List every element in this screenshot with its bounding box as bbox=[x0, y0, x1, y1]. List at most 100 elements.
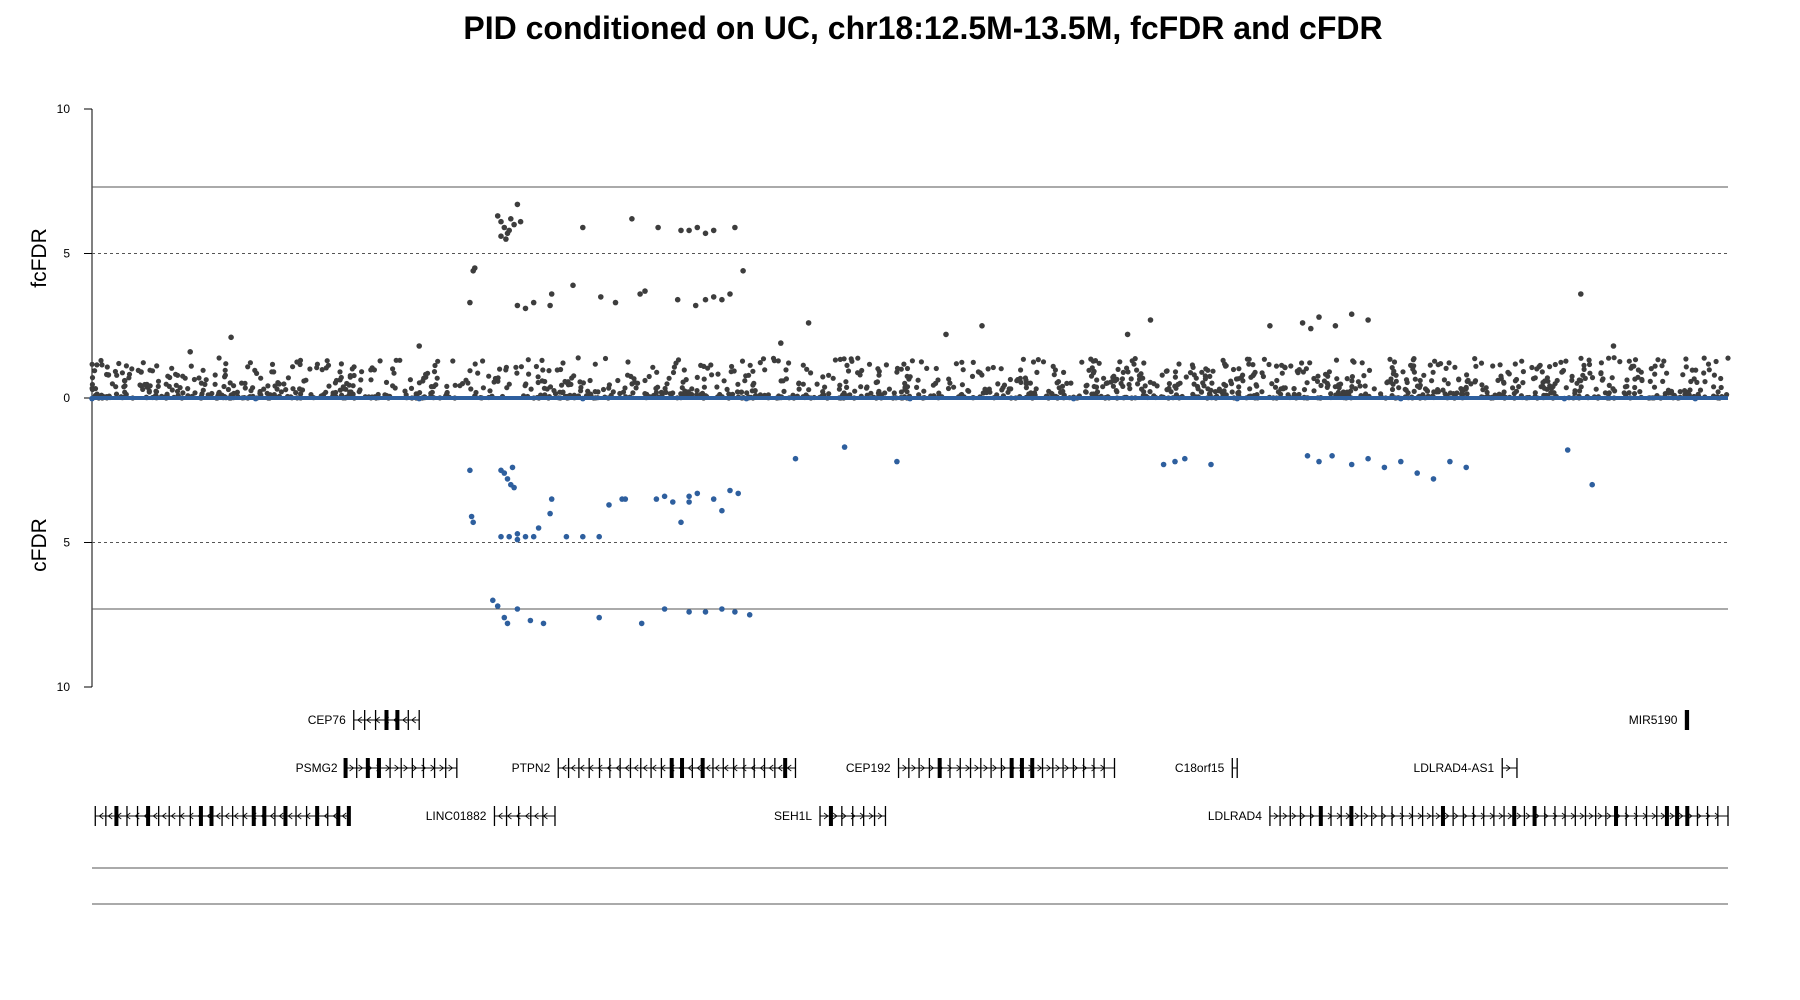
fcfdr-point bbox=[1621, 390, 1627, 396]
fcfdr-point bbox=[1124, 331, 1131, 338]
fcfdr-point bbox=[1101, 375, 1107, 381]
exon bbox=[567, 758, 570, 778]
fcfdr-point bbox=[924, 365, 930, 371]
fcfdr-point bbox=[1247, 386, 1253, 392]
cfdr-point bbox=[1463, 464, 1469, 471]
fcfdr-point bbox=[535, 379, 541, 386]
exon bbox=[400, 758, 402, 778]
fcfdr-point bbox=[297, 357, 304, 363]
fcfdr-point bbox=[1126, 381, 1132, 388]
fcfdr-point bbox=[344, 380, 350, 387]
fcfdr-point bbox=[407, 377, 413, 383]
strand-arrow bbox=[1669, 812, 1675, 820]
fcfdr-point bbox=[154, 363, 160, 369]
fcfdr-point bbox=[1015, 377, 1021, 383]
cfdr-point bbox=[470, 519, 477, 526]
exon bbox=[980, 758, 982, 778]
exon bbox=[1309, 806, 1312, 826]
fcfdr-point bbox=[1563, 385, 1569, 391]
cfdr-point bbox=[535, 525, 542, 531]
y-tick-label: 0 bbox=[63, 391, 70, 405]
strand-arrow bbox=[1327, 812, 1333, 820]
fcfdr-point bbox=[290, 386, 296, 392]
fcfdr-point bbox=[1279, 370, 1285, 376]
strand-arrow bbox=[929, 764, 935, 772]
fcfdr-point bbox=[1682, 388, 1688, 394]
fcfdr-point bbox=[1537, 362, 1543, 368]
gene: CEP192 bbox=[846, 758, 1116, 778]
fcfdr-point bbox=[629, 381, 635, 387]
exon bbox=[1401, 806, 1403, 826]
fcfdr-point bbox=[338, 361, 344, 367]
exon bbox=[1009, 758, 1014, 778]
fcfdr-point bbox=[1355, 379, 1361, 385]
fcfdr-point bbox=[1134, 367, 1140, 373]
fcfdr-point bbox=[169, 365, 175, 371]
fcfdr-point bbox=[203, 377, 209, 383]
fcfdr-point bbox=[1637, 389, 1643, 395]
fcfdr-point bbox=[1187, 370, 1194, 376]
fcfdr-point bbox=[173, 382, 179, 388]
fcfdr-point bbox=[1456, 377, 1462, 383]
exon bbox=[873, 806, 876, 826]
fcfdr-point bbox=[678, 391, 684, 397]
cfdr-point bbox=[490, 597, 496, 604]
fcfdr-point bbox=[298, 391, 304, 397]
strand-arrow bbox=[394, 764, 400, 772]
fcfdr-point bbox=[1142, 383, 1148, 389]
strand-arrow bbox=[448, 764, 454, 772]
cfdr-point bbox=[661, 493, 668, 500]
fcfdr-point bbox=[837, 356, 843, 362]
gene: PTPN2 bbox=[512, 758, 797, 778]
exon bbox=[251, 806, 256, 826]
strand-arrow bbox=[224, 812, 230, 820]
fcfdr-point bbox=[953, 361, 960, 367]
fcfdr-point bbox=[1361, 373, 1367, 379]
fcfdr-point bbox=[548, 291, 555, 297]
fcfdr-point bbox=[92, 368, 98, 374]
exon bbox=[422, 758, 425, 778]
fcfdr-point bbox=[1652, 363, 1658, 369]
cfdr-point bbox=[1348, 461, 1355, 468]
fcfdr-point bbox=[663, 389, 669, 395]
fcfdr-point bbox=[1586, 357, 1592, 363]
fcfdr-point bbox=[814, 381, 820, 387]
fcfdr-point bbox=[1724, 392, 1730, 398]
fcfdr-point bbox=[1408, 362, 1414, 368]
fcfdr-point bbox=[843, 379, 849, 385]
strand-arrow bbox=[877, 812, 883, 820]
fcfdr-point bbox=[625, 359, 631, 365]
cfdr-point bbox=[1304, 453, 1311, 459]
fcfdr-point bbox=[702, 230, 709, 237]
fcfdr-point bbox=[1115, 366, 1121, 372]
fcfdr-point bbox=[1665, 387, 1671, 393]
exon bbox=[126, 806, 128, 826]
fcfdr-point bbox=[487, 388, 493, 394]
cfdr-point bbox=[506, 533, 512, 540]
cfdr-point bbox=[494, 603, 501, 609]
fcfdr-point bbox=[747, 362, 753, 368]
gene-label: CEP76 bbox=[308, 713, 346, 727]
fcfdr-point bbox=[959, 391, 965, 398]
fcfdr-point bbox=[105, 372, 112, 378]
fcfdr-point bbox=[182, 375, 188, 381]
strand-arrow bbox=[1453, 812, 1459, 820]
fcfdr-point bbox=[1250, 362, 1256, 368]
strand-arrow bbox=[215, 812, 221, 820]
fcfdr-point bbox=[109, 381, 115, 387]
strand-arrow bbox=[1354, 812, 1360, 820]
strand-arrow bbox=[633, 764, 639, 772]
fcfdr-point bbox=[89, 361, 95, 367]
fcfdr-point bbox=[1350, 358, 1356, 364]
fcfdr-point bbox=[1589, 375, 1596, 381]
fcfdr-point bbox=[1159, 372, 1165, 378]
fcfdr-point bbox=[254, 370, 260, 376]
fcfdr-point bbox=[664, 381, 670, 387]
y-axis-label-fcfdr: fcFDR bbox=[28, 228, 51, 288]
fcfdr-point bbox=[155, 383, 161, 389]
strand-arrow bbox=[1597, 812, 1603, 820]
fcfdr-point bbox=[1472, 378, 1479, 384]
fcfdr-point bbox=[1023, 377, 1029, 383]
fcfdr-point bbox=[578, 388, 584, 394]
exon bbox=[94, 806, 96, 826]
